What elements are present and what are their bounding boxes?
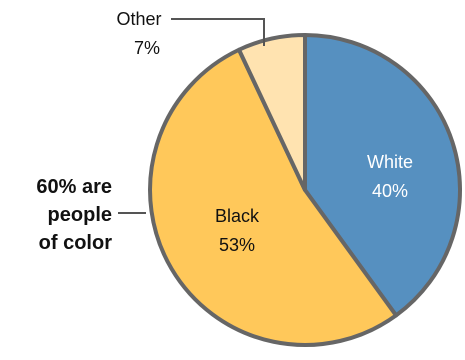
slice-label-white: White — [367, 152, 413, 172]
pie-slice-other — [237, 33, 307, 192]
callout-line-3: of color — [39, 232, 113, 254]
pie-slice-black — [148, 47, 399, 347]
leader-line-other — [171, 18, 265, 46]
pie-slices — [148, 33, 462, 347]
callout-line-2: people — [48, 204, 112, 226]
slice-label-other: Other — [116, 9, 161, 29]
slice-value-other: 7% — [134, 38, 160, 58]
callout-line-1: 60% are — [36, 176, 112, 198]
slice-value-white: 40% — [372, 181, 408, 201]
slice-label-black: Black — [215, 206, 260, 226]
slice-value-black: 53% — [219, 235, 255, 255]
leader-lines — [118, 18, 265, 214]
pie-slice-white — [303, 33, 462, 318]
